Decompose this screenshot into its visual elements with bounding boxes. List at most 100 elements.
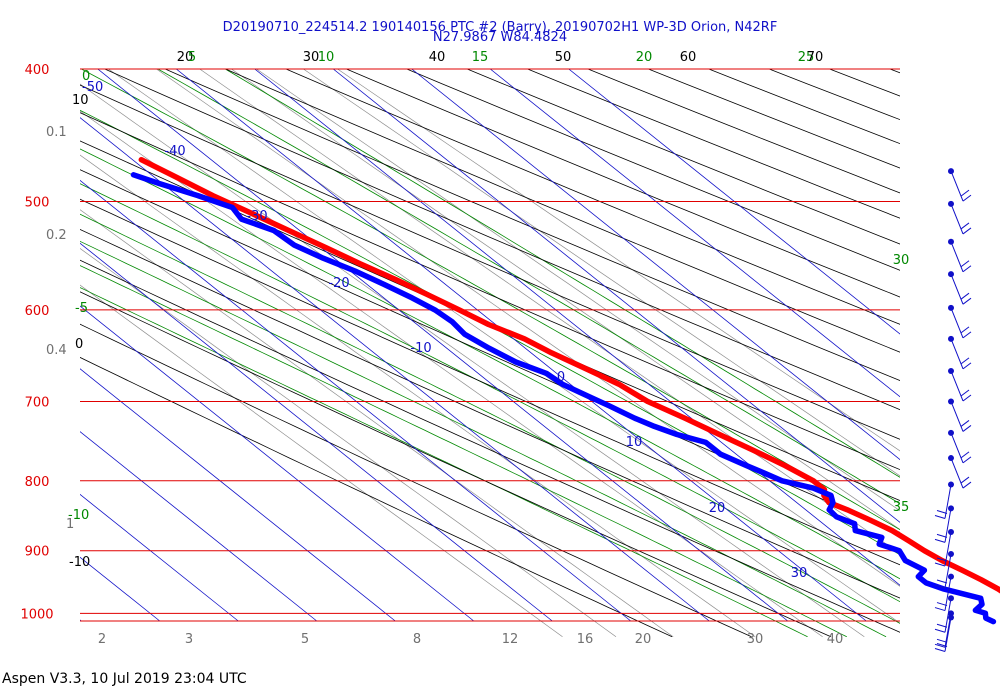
isotherm-line [97,69,788,622]
left-axis-label: -10 [69,555,90,570]
wind-barb-staff [950,401,964,432]
pressure-tick-label: 700 [25,395,50,410]
wind-barb-flag [936,557,948,562]
wind-barb-flag [936,638,948,643]
dry-adiabat-line [80,198,900,566]
wind-barb-flag [960,326,970,334]
dry-adiabat-line [466,69,900,245]
left-axis-label: 0.4 [46,343,67,358]
wind-barb-flag [960,451,970,459]
isotherm-line [490,69,900,398]
left-axis-label: 0.2 [46,228,67,243]
moist-adiabat-label: 30 [893,253,910,268]
mixing-ratio-line [80,154,756,637]
wind-barb-flag [960,292,970,300]
wind-barb-staff [950,338,964,370]
moist-adiabat-line [80,183,900,603]
wind-barb-flag [962,481,972,489]
wind-barb-flag [934,584,946,589]
dry-adiabat-line [80,84,900,440]
pressure-tick-label: 900 [25,545,50,560]
wind-barb-flag [960,189,970,197]
isotherm-line [333,69,900,523]
top-axis-label: 5 [188,50,196,65]
pressure-tick-label: 500 [25,196,50,211]
isotherm-line [80,493,239,622]
mixing-ratio-label: 16 [577,632,594,647]
moist-adiabat-line [224,69,900,478]
mixing-ratio-line [337,69,900,452]
mixing-ratio-line [256,69,900,512]
wind-barb-flag [962,227,972,235]
isotherm-line [80,368,396,622]
dry-adiabat-line [80,112,900,471]
isotherm-label: 30 [791,566,808,581]
mixing-ratio-label: 40 [827,632,844,647]
isotherm-line [254,69,900,586]
dry-adiabat-line [80,140,900,502]
moist-adiabats [80,69,900,637]
dry-adiabat-line [80,259,900,633]
top-axis-label: 70 [807,50,824,65]
temperature-profile [138,156,1000,594]
isotherm-line [80,305,474,622]
mixing-ratio-label: 2 [98,632,106,647]
wind-barb-flag [960,476,970,484]
moist-adiabat-line [80,240,887,637]
wind-barb-flag [962,265,972,273]
top-axis-label: 30 [303,50,320,65]
dry-adiabats [80,69,900,637]
wind-barb-staff [950,370,964,402]
wind-barb-staff [950,170,964,202]
top-axis-label: 15 [472,50,489,65]
wind-barb-flag [962,456,972,464]
wind-barb-flag [934,628,946,633]
wind-barb-flag [960,222,970,230]
isotherms [80,69,900,622]
dry-adiabat-line [80,169,900,533]
left-axis-label: 0.1 [46,125,67,140]
left-axis-label: 0 [82,69,90,84]
wind-barb-flag [962,194,972,202]
mixing-ratio-label: 3 [185,632,193,647]
wind-barb-staff [950,203,964,235]
top-axis-label: 60 [680,50,697,65]
pressure-tick-label: 800 [25,475,50,490]
isotherm-line [80,179,631,622]
dry-adiabat-line [707,69,900,145]
top-axis-label: 40 [429,50,446,65]
left-axis-label: -50 [82,80,103,95]
moist-adiabat-line [157,69,900,505]
wind-barb-flag [960,420,970,427]
footer-version-timestamp: Aspen V3.3, 10 Jul 2019 23:04 UTC [2,671,247,687]
moist-adiabat-line [80,109,900,556]
wind-barb-flag [962,425,972,432]
wind-barb-flag [936,533,948,538]
moist-adiabat-line [80,265,847,637]
wind-barb-flag [962,297,972,305]
sounding-series [130,156,1000,625]
isotherm-line [568,69,900,335]
isotherm-label: 20 [709,501,726,516]
isotherm-line [80,431,317,622]
wind-barb-flag [936,579,948,584]
left-axis-label: -10 [68,508,89,523]
mixing-ratio-line [80,209,674,637]
wind-barb-flag [934,643,946,648]
dry-adiabat-line [284,69,900,325]
moist-adiabat-line [80,287,808,637]
isotherm-line [80,242,553,622]
wind-barb-flag [936,509,948,514]
dry-adiabat-line [345,69,900,298]
mixing-ratio-label: 20 [635,632,652,647]
wind-barb-staff [950,273,964,305]
pressure-tick-label: 400 [25,63,50,78]
isotherm-line [411,69,900,461]
wind-barb-flag [960,389,970,397]
isotherm-label: 10 [626,435,643,450]
wind-barb-staff [950,307,964,339]
wind-barb-flag [960,260,970,268]
dry-adiabat-line [647,69,900,169]
